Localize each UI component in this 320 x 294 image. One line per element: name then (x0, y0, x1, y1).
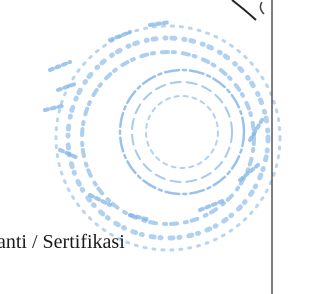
ink-stroke (260, 2, 264, 14)
ink-stroke (232, 0, 256, 20)
document-text: anti / Sertifikasi (0, 231, 125, 254)
page: {"document": {"text": "anti / Sertifikas… (0, 0, 303, 294)
stamp (45, 22, 280, 250)
